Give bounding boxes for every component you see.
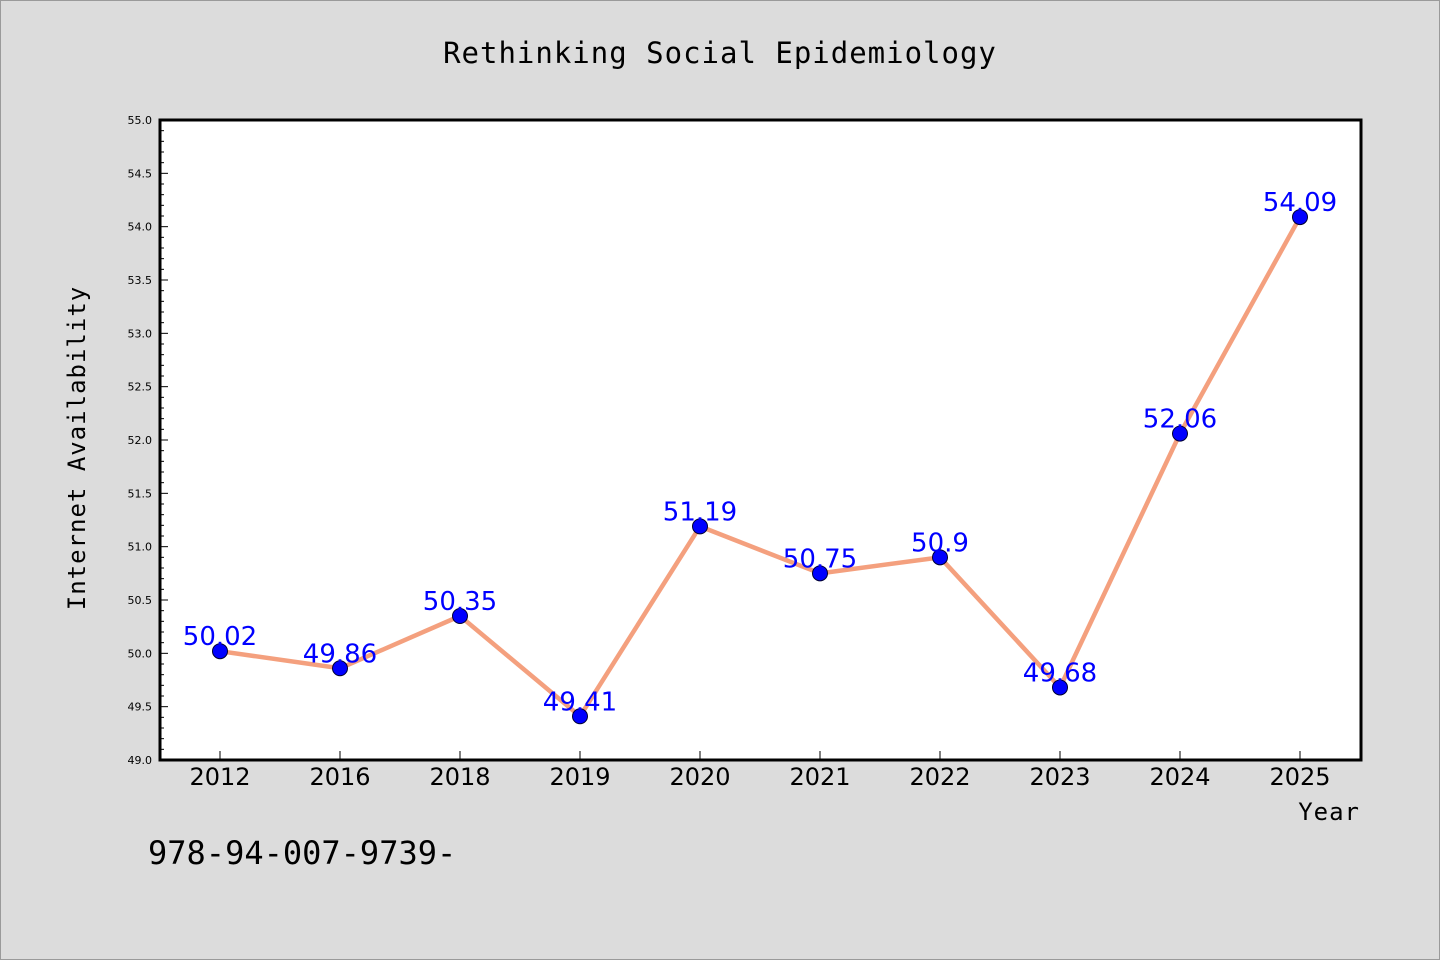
data-label: 52.06 xyxy=(1143,405,1217,435)
y-tick-label: 49.0 xyxy=(128,754,153,767)
y-tick-label: 51.5 xyxy=(128,487,153,500)
data-label: 50.02 xyxy=(183,622,257,652)
data-label: 54.09 xyxy=(1263,188,1337,218)
x-axis-label: Year xyxy=(1298,798,1360,826)
data-label: 50.75 xyxy=(783,544,857,574)
data-label: 49.86 xyxy=(303,639,377,669)
data-label: 51.19 xyxy=(663,497,737,527)
y-tick-label: 54.5 xyxy=(128,167,153,180)
data-point xyxy=(572,708,588,725)
series-markers xyxy=(212,209,1308,725)
x-tick-label: 2012 xyxy=(189,763,250,791)
data-point xyxy=(212,643,228,660)
y-tick-label: 53.0 xyxy=(128,327,153,340)
x-tick-label: 2021 xyxy=(789,763,850,791)
y-tick-label: 49.5 xyxy=(128,701,153,714)
y-tick-label: 55.0 xyxy=(128,114,153,127)
data-label: 49.68 xyxy=(1023,658,1097,688)
data-point xyxy=(1292,209,1308,226)
data-point xyxy=(1052,679,1068,696)
x-axis-ticks: 2012 2016 2018 2019 2020 2021 2022 2023 2024 2025 xyxy=(189,751,1331,791)
y-tick-label: 50.5 xyxy=(128,594,153,607)
x-tick-label: 2018 xyxy=(429,763,490,791)
plot-border xyxy=(158,118,1363,762)
data-label: 49.41 xyxy=(543,687,617,717)
data-point xyxy=(452,608,468,624)
y-axis-label: Internet Availability xyxy=(63,286,91,610)
x-tick-label: 2024 xyxy=(1149,763,1210,791)
x-tick-label: 2019 xyxy=(549,763,610,791)
data-label: 50.9 xyxy=(911,528,969,558)
chart-title: Rethinking Social Epidemiology xyxy=(443,36,997,70)
data-labels: 50.02 49.86 50.35 49.41 51.19 50.75 50.9 49.68 5… xyxy=(183,188,1337,717)
x-tick-label: 2016 xyxy=(309,763,370,791)
y-tick-label: 51.0 xyxy=(128,541,153,554)
series-line xyxy=(217,214,1303,719)
data-point xyxy=(332,660,348,677)
data-point xyxy=(1172,425,1188,442)
x-tick-label: 2023 xyxy=(1029,763,1090,791)
y-tick-label: 54.0 xyxy=(128,221,153,234)
plot-area xyxy=(160,120,1361,760)
data-point xyxy=(932,549,948,566)
y-tick-label: 52.0 xyxy=(128,434,153,447)
data-point xyxy=(692,518,708,535)
x-tick-label: 2025 xyxy=(1269,763,1330,791)
y-tick-label: 50.0 xyxy=(128,647,153,660)
footer-text: 978-94-007-9739- xyxy=(148,834,456,872)
data-label: 50.35 xyxy=(423,587,497,617)
y-tick-label: 52.5 xyxy=(128,381,153,394)
data-point xyxy=(812,565,828,582)
y-tick-label: 53.5 xyxy=(128,274,153,287)
x-tick-label: 2022 xyxy=(909,763,970,791)
x-tick-label: 2020 xyxy=(669,763,730,791)
